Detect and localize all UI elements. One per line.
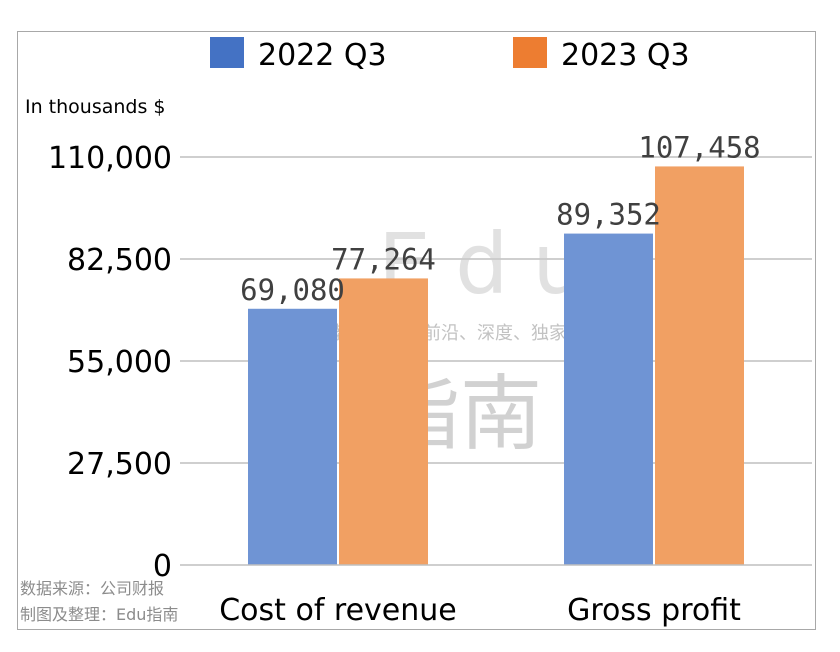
category-labels: Cost of revenue Gross profit <box>219 593 741 628</box>
bar <box>564 233 653 565</box>
y-tick-label: 0 <box>153 549 172 584</box>
bar <box>248 308 337 565</box>
y-tick-label: 27,500 <box>67 447 172 482</box>
bar <box>339 278 428 565</box>
data-label: 77,264 <box>331 242 436 276</box>
bar <box>655 166 744 565</box>
data-label: 69,080 <box>240 273 345 307</box>
y-tick-label: 110,000 <box>48 141 172 176</box>
legend: 2022 Q3 2023 Q3 <box>210 37 690 73</box>
y-tick-label: 82,500 <box>67 243 172 278</box>
legend-label-2022-q3: 2022 Q3 <box>258 38 387 73</box>
legend-swatch-2022-q3 <box>210 37 244 68</box>
y-tick-labels: 0 27,500 55,000 82,500 110,000 <box>48 141 172 584</box>
category-label: Cost of revenue <box>219 593 457 628</box>
legend-label-2023-q3: 2023 Q3 <box>561 38 690 73</box>
unit-label: In thousands $ <box>25 96 166 118</box>
category-label: Gross profit <box>567 593 741 628</box>
source-line-1: 数据来源：公司财报 <box>20 579 164 598</box>
data-label: 89,352 <box>556 198 661 232</box>
legend-swatch-2023-q3 <box>513 37 547 68</box>
data-label: 107,458 <box>638 130 760 164</box>
bars <box>248 166 744 565</box>
source-line-2: 制图及整理：Edu指南 <box>20 605 178 624</box>
y-tick-label: 55,000 <box>67 345 172 380</box>
